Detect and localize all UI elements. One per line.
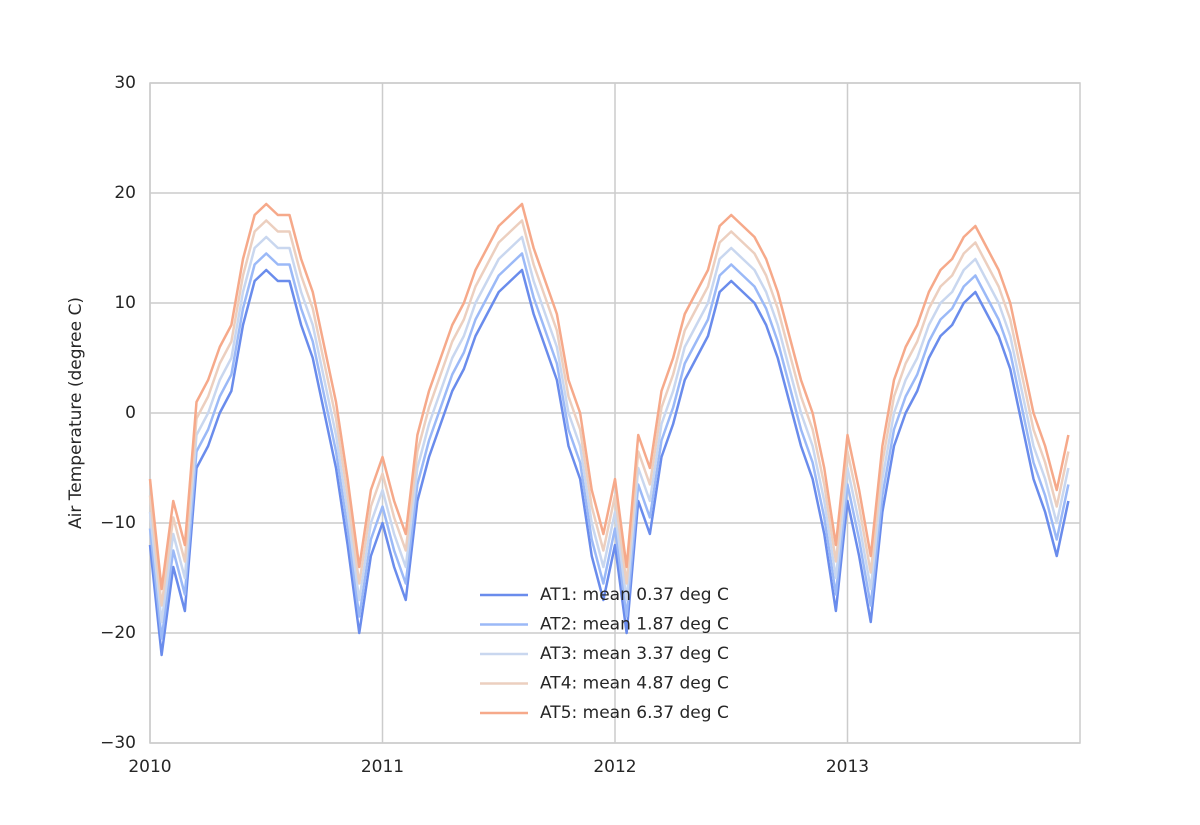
series-line: [148, 219, 1070, 607]
y-tick-label: 20: [114, 183, 136, 203]
legend-label: AT1: mean 0.37 deg C: [540, 585, 729, 605]
series-line: [148, 252, 1070, 640]
y-tick-label: 30: [114, 73, 136, 93]
x-tick-label: 2010: [128, 757, 171, 777]
series-line: [148, 268, 1070, 657]
legend-label: AT2: mean 1.87 deg C: [540, 615, 729, 635]
x-tick-label: 2013: [826, 757, 869, 777]
y-axis-label: Air Temperature (degree C): [66, 297, 86, 529]
x-tick-label: 2011: [361, 757, 404, 777]
legend-label: AT4: mean 4.87 deg C: [540, 674, 729, 694]
y-tick-label: −30: [100, 733, 136, 753]
series-line: [148, 235, 1070, 624]
plot-frame: [149, 82, 1081, 744]
series-line: [148, 202, 1070, 591]
y-tick-label: 0: [125, 403, 136, 423]
legend-label: AT3: mean 3.37 deg C: [540, 644, 729, 664]
y-tick-label: −20: [100, 623, 136, 643]
y-tick-label: −10: [100, 513, 136, 533]
y-tick-label: 10: [114, 293, 136, 313]
legend-label: AT5: mean 6.37 deg C: [540, 703, 729, 723]
x-tick-label: 2012: [593, 757, 636, 777]
